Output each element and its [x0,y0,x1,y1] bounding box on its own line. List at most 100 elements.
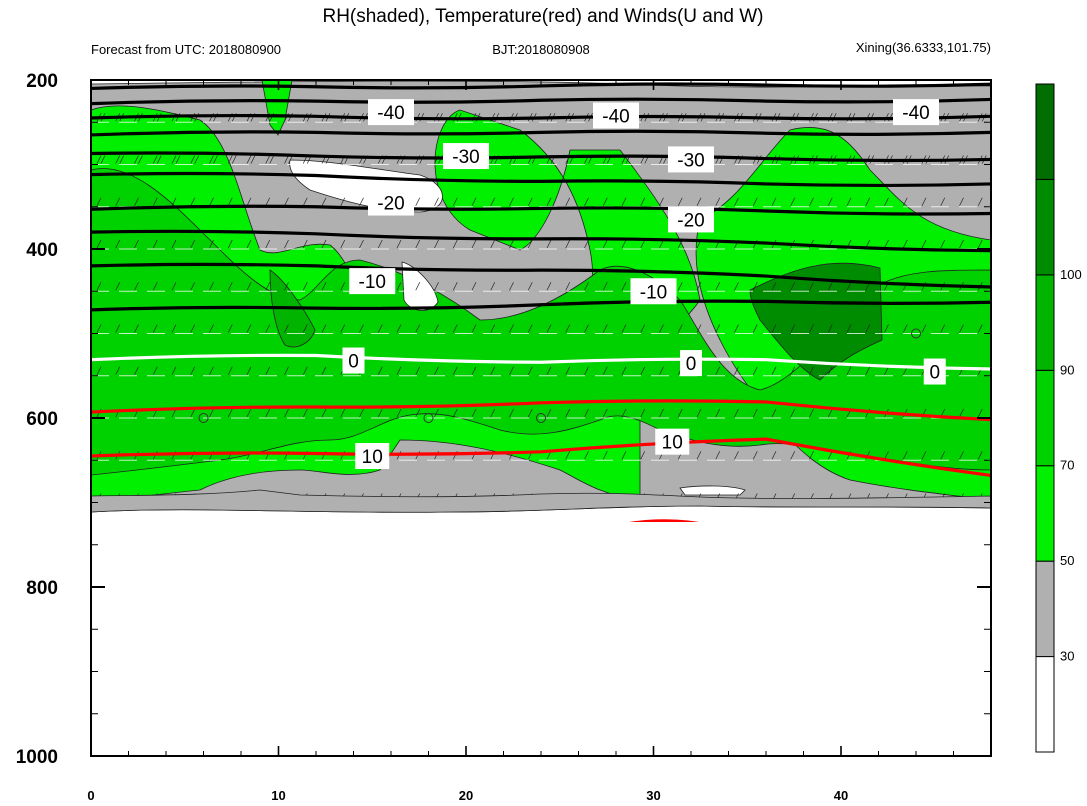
wind-barb [396,366,402,375]
wind-barb [621,451,627,460]
wind-barb [322,71,326,79]
wind-barb [209,239,214,249]
wind-barb [771,366,777,375]
wind-barb [265,155,271,164]
wind-barb [734,451,739,460]
calm-wind-marker [536,413,546,423]
wind-barb [228,71,232,79]
wind-barb [452,366,458,375]
wind-barb [307,71,311,79]
wind-barb [495,71,499,79]
wind-barb [640,324,646,333]
wind-barb [584,239,589,249]
wind-barb [997,494,1001,502]
wind-barb [209,408,214,418]
wind-barb [940,239,946,249]
contour-label: 10 [662,433,683,454]
wind-barb [776,71,780,79]
contour-label-box [593,102,639,129]
wind-barb [696,451,702,460]
wind-barb [735,71,739,79]
wind-barb [490,366,496,375]
wind-barb [190,155,196,164]
contour-label: -40 [602,106,629,127]
wind-barb [771,197,777,206]
wind-barb [945,71,949,79]
wind-barb [415,239,421,249]
wind-barb [115,324,121,333]
contour-label-box [368,99,414,126]
wind-barb [171,366,177,375]
contour-label-box [680,350,702,377]
wind-barb [659,408,664,418]
contour-label-box [368,189,414,216]
contour-label-box [342,347,365,374]
wind-barb [659,366,664,375]
wind-barb [397,71,401,79]
wind-barb [527,324,533,333]
wind-barb [490,197,496,206]
wind-barb [771,451,777,460]
contour-label: -40 [377,103,404,124]
wind-barb [96,239,102,249]
wind-barb [227,282,233,291]
wind-barb [809,282,814,291]
wind-barb [284,324,289,333]
wind-barb [546,408,552,418]
wind-barb [884,197,889,206]
wind-barb [490,408,496,418]
wind-barb [152,324,158,333]
wind-barb [847,71,851,79]
wind-barb [565,282,571,291]
contour-label: -40 [902,103,929,124]
wind-barb [190,366,196,375]
wind-barb [809,366,814,375]
wind-barb [321,408,327,418]
wind-barb [527,366,533,375]
wind-barb [434,282,439,291]
wind-barb [565,324,571,333]
wind-barb [134,239,139,249]
x-tick-label: 30 [646,788,660,803]
wind-barb [209,282,214,291]
wind-barb [772,71,776,79]
wind-barb [982,71,986,79]
contour-label-box [355,443,390,470]
wind-barb [340,197,346,206]
wind-barb [472,71,476,79]
wind-barb [827,408,833,418]
wind-barb [265,282,271,291]
wind-barb [302,282,308,291]
wind-barb [997,240,1001,248]
wind-barb [926,71,930,79]
wind-barb [153,71,157,79]
wind-barb [415,197,421,206]
wind-barb [621,366,627,375]
wind-barb [232,71,236,79]
wind-barb [716,71,720,79]
wind-barb [940,451,946,460]
temperature-contour [91,353,991,371]
wind-barb [865,324,871,333]
wind-barb [452,282,458,291]
wind-barb [752,324,758,333]
contour-label-box [655,428,690,455]
wind-barb [734,197,739,206]
wind-barb [377,366,383,375]
wind-barb [303,71,307,79]
wind-barb [175,155,181,164]
colorbar-label: 90 [1060,362,1074,377]
wind-barb [171,239,177,249]
wind-barb [340,324,346,333]
calm-wind-marker [911,328,921,339]
wind-barb [439,71,443,79]
wind-barb [846,197,852,206]
temperature-contours [91,82,991,555]
temperature-contour [91,299,991,312]
wind-barb [190,282,196,291]
wind-barb [602,239,608,249]
wind-barb [752,197,758,206]
wind-barb [490,282,496,291]
wind-barb [265,239,271,249]
